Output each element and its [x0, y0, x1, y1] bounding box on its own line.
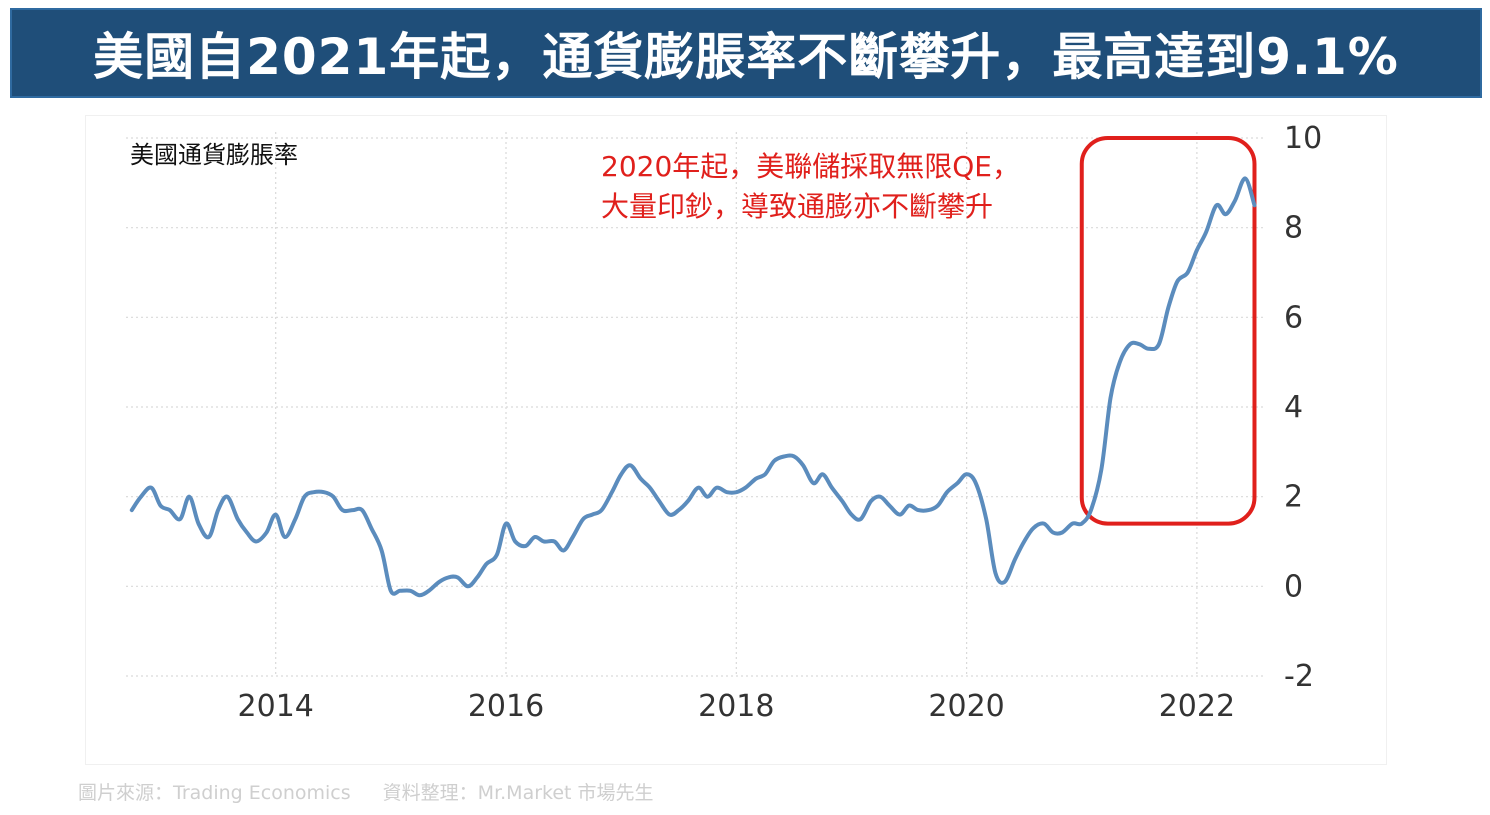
series-layer — [129, 176, 1257, 598]
y-tick-label: 6 — [1284, 300, 1303, 335]
chart-title: 美國通貨膨脹率 — [130, 141, 298, 169]
y-tick-label: 10 — [1284, 121, 1322, 156]
series-line — [129, 176, 1257, 598]
y-tick-label: 0 — [1284, 569, 1303, 604]
x-tick-label: 2018 — [698, 689, 774, 724]
x-tick-label: 2016 — [468, 689, 544, 724]
image-source-text: 圖片來源：Trading Economics — [78, 782, 351, 804]
x-tick-label: 2020 — [928, 689, 1004, 724]
y-tick-label: -2 — [1284, 659, 1314, 694]
grid-lines — [126, 132, 1266, 677]
x-tick-label: 2022 — [1159, 689, 1235, 724]
annotation-line-2: 大量印鈔，導致通膨亦不斷攀升 — [601, 190, 993, 223]
chart-panel: 10 8 6 4 2 0 -2 2014 2016 2018 2020 2022 美國通貨膨脹率 2… — [86, 116, 1386, 764]
source-credit: 圖片來源：Trading Economics 資料整理：Mr.Market 市場… — [78, 778, 654, 805]
y-tick-label: 8 — [1284, 211, 1303, 246]
highlight-box — [1079, 136, 1257, 526]
x-tick-labels: 2014 2016 2018 2020 2022 — [238, 689, 1236, 724]
x-tick-label: 2014 — [238, 689, 314, 724]
y-tick-label: 2 — [1284, 480, 1303, 515]
y-tick-label: 4 — [1284, 390, 1303, 425]
title-banner: 美國自2021年起，通貨膨脹率不斷攀升，最高達到9.1% — [10, 8, 1482, 98]
data-compiled-text: 資料整理：Mr.Market 市場先生 — [382, 782, 654, 804]
page-title: 美國自2021年起，通貨膨脹率不斷攀升，最高達到9.1% — [93, 28, 1399, 86]
highlight-layer — [1079, 136, 1257, 526]
inflation-chart: 10 8 6 4 2 0 -2 2014 2016 2018 2020 2022 美國通貨膨脹率 2… — [126, 121, 1322, 724]
y-tick-labels: 10 8 6 4 2 0 -2 — [1284, 121, 1322, 694]
annotation-line-1: 2020年起，美聯儲採取無限QE， — [601, 150, 1020, 183]
